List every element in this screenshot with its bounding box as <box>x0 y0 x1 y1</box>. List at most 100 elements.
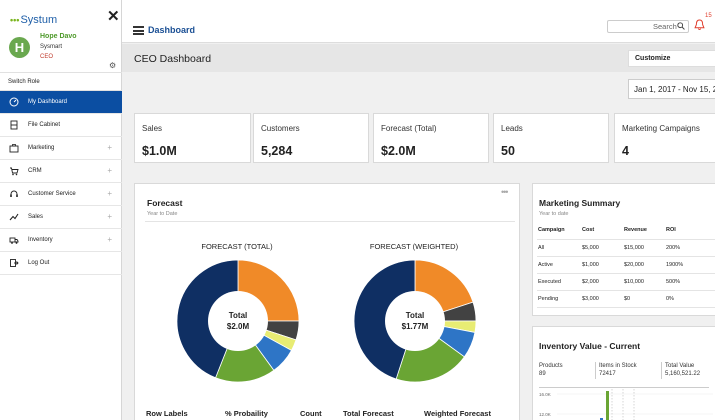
sidebar-item-label: Log Out <box>28 260 50 266</box>
forecast-weighted-donut-chart: Total $1.77M <box>353 259 477 383</box>
divider <box>539 387 709 388</box>
column-header: Cost <box>581 222 623 240</box>
sidebar-item-label: File Cabinet <box>28 122 61 128</box>
kpi-label: Customers <box>261 124 300 133</box>
hamburger-menu-icon[interactable] <box>133 26 144 35</box>
kpi-value: $1.0M <box>142 144 177 158</box>
table-cell: 500% <box>665 273 715 291</box>
chart-title: FORECAST (TOTAL) <box>201 242 273 251</box>
gear-icon[interactable]: ⚙ <box>109 61 117 70</box>
customize-dropdown[interactable]: Customize <box>628 50 715 67</box>
table-cell: $20,000 <box>623 256 665 274</box>
divider <box>661 362 662 379</box>
cart-icon <box>8 166 19 177</box>
table-cell: $2,000 <box>581 273 623 291</box>
inventory-bar-chart: 16.0K 12.0K <box>539 389 713 420</box>
kpi-label: Forecast (Total) <box>381 124 437 133</box>
table-cell: Active <box>537 256 581 274</box>
table-row: Active $1,000 $20,000 1900% <box>537 256 715 274</box>
donut-hole <box>208 291 268 351</box>
column-header: ROI <box>665 222 715 240</box>
search-placeholder: Search <box>653 22 677 31</box>
switch-role-link[interactable]: Switch Role <box>8 79 40 85</box>
kpi-value: 50 <box>501 144 515 158</box>
marketing-summary-panel: Marketing Summary Year to date Campaign C… <box>532 183 715 316</box>
expand-plus-icon[interactable]: + <box>107 143 112 152</box>
divider <box>0 90 122 91</box>
sidebar-item-log-out[interactable]: Log Out <box>0 252 122 275</box>
date-range-picker[interactable]: Jan 1, 2017 - Nov 15, 2017 <box>628 79 715 99</box>
expand-plus-icon[interactable]: + <box>107 189 112 198</box>
more-options-icon[interactable]: ••• <box>501 187 509 197</box>
systum-logo[interactable]: •••Systum <box>10 14 58 26</box>
donut-center-label: Total <box>229 311 248 320</box>
inventory-total-value: Total Value 5,160,521.22 <box>665 362 700 378</box>
headset-icon <box>8 189 19 200</box>
forecast-total-donut-chart: Total $2.0M <box>176 259 300 383</box>
search-icon[interactable] <box>677 22 685 30</box>
table-cell: $1,000 <box>581 256 623 274</box>
inventory-items-in-stock: Items in Stock 72417 <box>599 362 637 378</box>
sidebar-item-marketing[interactable]: Marketing + <box>0 137 122 160</box>
sidebar-item-label: Marketing <box>28 145 55 151</box>
sidebar-item-label: Customer Service <box>28 191 76 197</box>
kpi-value: 5,284 <box>261 144 293 158</box>
page-header: CEO Dashboard Customize <box>122 44 715 72</box>
column-header[interactable]: Weighted Forecast <box>424 409 491 418</box>
column-header[interactable]: Row Labels <box>146 409 188 418</box>
sidebar-item-crm[interactable]: CRM + <box>0 160 122 183</box>
sidebar-item-label: Sales <box>28 214 44 220</box>
kpi-label: Leads <box>501 124 523 133</box>
column-header[interactable]: % Probaility <box>225 409 268 418</box>
donut-slice[interactable] <box>353 259 416 380</box>
sidebar-item-customer-service[interactable]: Customer Service + <box>0 183 122 206</box>
kpi-card-forecast-total[interactable]: Forecast (Total) $2.0M <box>373 113 489 163</box>
sidebar-item-label: My Dashboard <box>28 99 68 105</box>
column-header[interactable]: Count <box>300 409 322 418</box>
sidebar-item-my-dashboard[interactable]: My Dashboard <box>0 91 122 114</box>
label: Total Value <box>665 363 695 369</box>
label: Products <box>539 363 563 369</box>
kpi-value: 4 <box>622 144 629 158</box>
trend-line-icon <box>8 212 19 223</box>
chart-title: FORECAST (WEIGHTED) <box>369 242 459 251</box>
sidebar-item-sales[interactable]: Sales + <box>0 206 122 229</box>
kpi-label: Sales <box>142 124 163 133</box>
divider <box>595 362 596 379</box>
expand-plus-icon[interactable]: + <box>107 235 112 244</box>
column-header[interactable]: Total Forecast <box>343 409 394 418</box>
marketing-summary-title: Marketing Summary <box>539 198 621 208</box>
table-cell: $10,000 <box>623 273 665 291</box>
file-cabinet-icon <box>8 120 19 131</box>
kpi-card-sales[interactable]: Sales $1.0M <box>134 113 251 163</box>
expand-plus-icon[interactable]: + <box>107 212 112 221</box>
donut-center-label: Total <box>406 311 425 320</box>
inventory-value-panel: Inventory Value - Current Products 89 Ite… <box>532 326 715 420</box>
sidebar-item-file-cabinet[interactable]: File Cabinet <box>0 114 122 137</box>
donut-slice[interactable] <box>176 259 239 379</box>
search-input[interactable]: Search <box>607 20 689 33</box>
donut-slice[interactable] <box>215 320 275 383</box>
donut-hole <box>385 291 445 351</box>
logo-text: Systum <box>20 14 58 26</box>
column-header: Campaign <box>537 222 581 240</box>
sidebar-nav: My Dashboard File Cabinet Marketing + CRM + Cu… <box>0 91 122 275</box>
table-cell: 200% <box>665 239 715 257</box>
sidebar-item-inventory[interactable]: Inventory + <box>0 229 122 252</box>
divider <box>145 221 515 222</box>
bell-icon[interactable] <box>694 19 705 31</box>
briefcase-icon <box>8 143 19 154</box>
sidebar-item-label: Inventory <box>28 237 53 243</box>
kpi-card-marketing-campaigns[interactable]: Marketing Campaigns 4 <box>614 113 715 163</box>
expand-plus-icon[interactable]: + <box>107 166 112 175</box>
close-sidebar-icon[interactable]: ✕ <box>107 8 120 25</box>
sidebar: •••Systum ✕ H Hope Davo Sysmart CEO ⚙ Sw… <box>0 0 122 420</box>
user-role: CEO <box>40 54 54 60</box>
table-row: Pending $3,000 $0 0% <box>537 290 715 308</box>
kpi-card-leads[interactable]: Leads 50 <box>493 113 609 163</box>
kpi-card-customers[interactable]: Customers 5,284 <box>253 113 369 163</box>
forecast-title: Forecast <box>147 198 183 208</box>
y-tick-label: 16.0K <box>539 392 551 397</box>
table-cell: $5,000 <box>581 239 623 257</box>
table-cell: 1900% <box>665 256 715 274</box>
